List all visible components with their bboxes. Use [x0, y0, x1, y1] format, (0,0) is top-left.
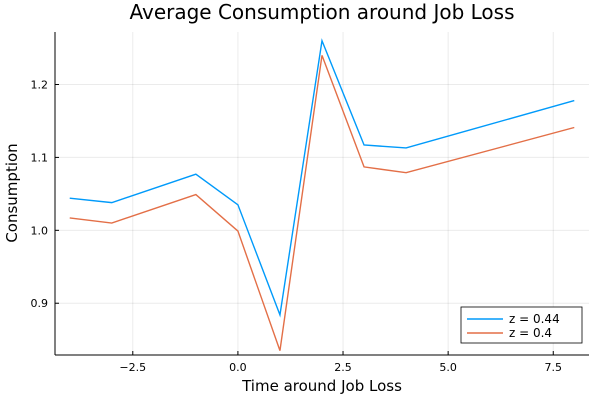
chart-title: Average Consumption around Job Loss — [129, 0, 514, 24]
y-axis-label: Consumption — [3, 143, 21, 242]
x-tick-label: 0.0 — [229, 361, 247, 374]
x-tick-label: 7.5 — [545, 361, 563, 374]
y-tick-label: 1.0 — [31, 224, 49, 237]
axis-ticks: −2.5 0.0 2.5 5.0 7.5 0.9 1.0 1.1 1.2 — [31, 78, 563, 374]
grid — [55, 32, 589, 355]
y-tick-label: 0.9 — [31, 297, 49, 310]
series-lines — [69, 38, 575, 351]
series-line-2 — [69, 55, 575, 351]
x-axis-label: Time around Job Loss — [241, 377, 402, 395]
x-tick-label: 5.0 — [439, 361, 457, 374]
legend-label-1: z = 0.44 — [509, 312, 560, 326]
x-tick-label: 2.5 — [334, 361, 352, 374]
y-tick-label: 1.2 — [31, 78, 49, 91]
x-tick-label: −2.5 — [119, 361, 146, 374]
y-tick-label: 1.1 — [31, 151, 49, 164]
legend-box — [460, 306, 583, 344]
legend: z = 0.44z = 0.4 — [460, 306, 583, 344]
legend-label-2: z = 0.4 — [509, 326, 552, 340]
series-line-1 — [69, 38, 575, 318]
